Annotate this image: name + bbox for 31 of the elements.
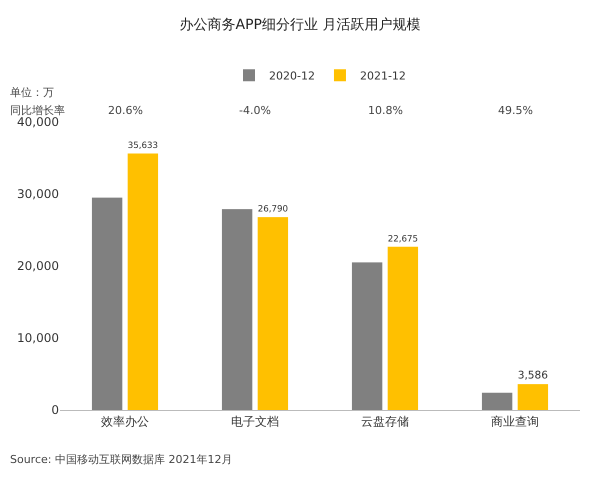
x-tick-label: 商业查询 — [491, 414, 539, 428]
x-tick-label: 效率办公 — [101, 414, 149, 428]
text: 49.5% — [498, 104, 533, 117]
bar — [518, 384, 548, 410]
bar — [128, 153, 158, 410]
bar — [482, 392, 512, 410]
data-label: 3,586 — [518, 368, 548, 382]
text: 20.6% — [108, 104, 143, 117]
text: -4.0% — [239, 104, 271, 117]
source-note: Source: 中国移动互联网数据库 2021年12月 — [10, 453, 232, 466]
text: 单位：万 — [10, 86, 54, 99]
text: 10.8% — [368, 104, 403, 117]
x-tick-label: 云盘存储 — [361, 414, 409, 428]
y-tick-label: 40,000 — [17, 115, 59, 130]
text: 同比增长率 — [10, 104, 65, 117]
y-tick-label: 10,000 — [17, 331, 59, 346]
y-tick-label: 30,000 — [17, 187, 59, 202]
bar — [352, 262, 382, 410]
data-label: 22,675 — [388, 234, 418, 244]
bar — [92, 198, 122, 410]
bar — [222, 209, 252, 410]
x-tick-label: 电子文档 — [231, 414, 279, 428]
bar — [258, 217, 288, 410]
data-label: 26,790 — [258, 204, 288, 215]
bar — [388, 246, 418, 410]
y-tick-label: 20,000 — [17, 259, 59, 274]
y-tick-label: 0 — [51, 403, 59, 418]
chart-title: 办公商务APP细分行业 月活跃用户规模 — [180, 17, 420, 33]
legend-label: 2020-12 — [269, 69, 315, 82]
data-label: 35,633 — [128, 141, 158, 152]
legend-label: 2021-12 — [360, 69, 406, 82]
